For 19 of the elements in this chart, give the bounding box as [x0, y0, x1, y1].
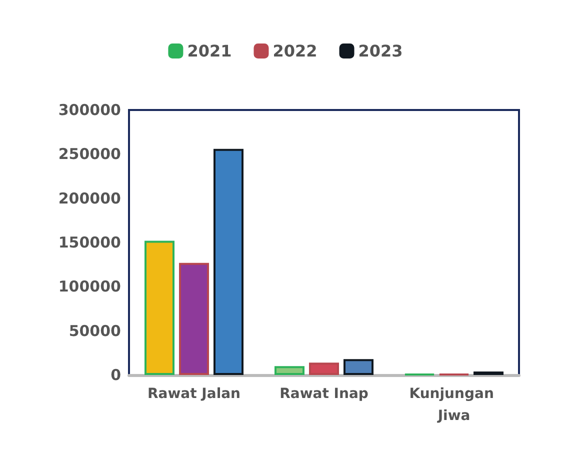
legend-label: 2023	[358, 42, 403, 60]
x-tick-label: Rawat Inap	[280, 386, 368, 402]
bar	[179, 262, 209, 375]
bar	[144, 240, 174, 375]
y-tick-label: 50000	[68, 322, 121, 340]
legend-label: 2022	[272, 42, 318, 60]
x-tick-label: Kunjungan Jiwa	[409, 386, 499, 424]
y-tick-label: 100000	[58, 278, 121, 296]
y-tick-label: 300000	[58, 101, 121, 119]
y-tick-label: 150000	[58, 234, 121, 252]
y-tick-label: 0	[110, 366, 121, 384]
legend-label: 2021	[187, 42, 232, 60]
y-tick-label: 200000	[58, 189, 121, 208]
bar	[344, 359, 374, 375]
y-tick-label: 250000	[58, 145, 121, 164]
bar	[214, 148, 244, 375]
bar	[309, 362, 339, 375]
bar	[274, 366, 304, 375]
x-tick-label: Rawat Jalan	[147, 386, 241, 402]
